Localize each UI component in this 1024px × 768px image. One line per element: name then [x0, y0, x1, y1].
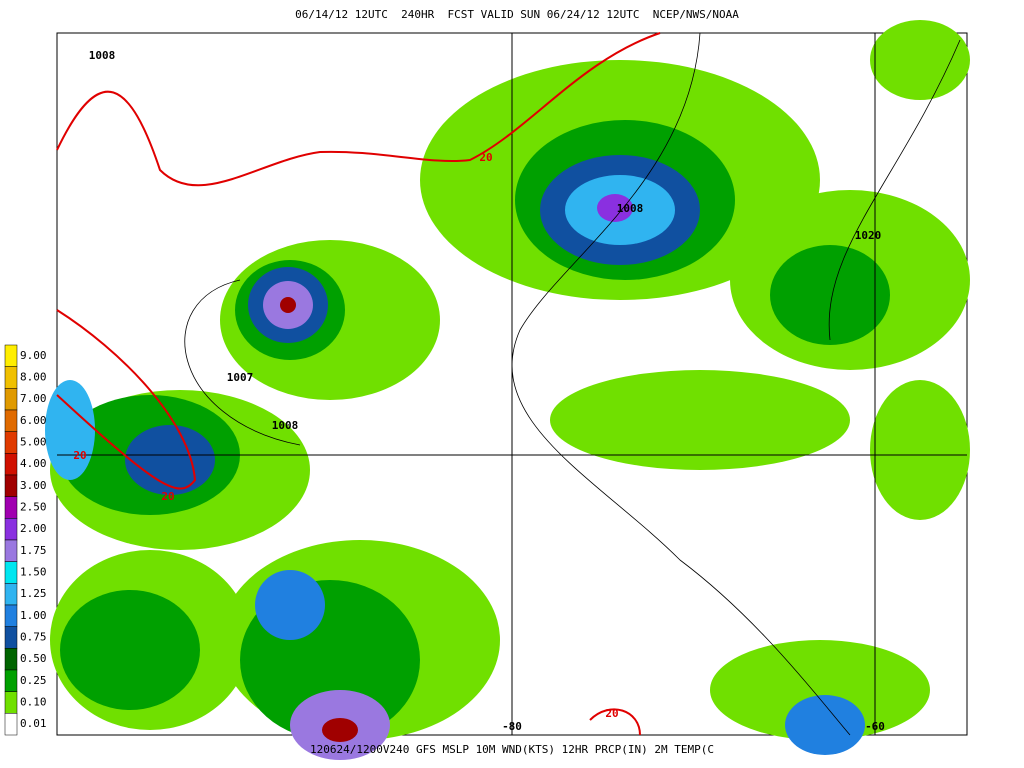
legend-swatch — [4, 713, 18, 736]
legend-swatch — [4, 691, 18, 714]
legend-label: 6.00 — [20, 414, 47, 427]
grid-lines — [57, 33, 967, 735]
contour-label: 1007 — [227, 371, 254, 384]
legend-label: 2.00 — [20, 522, 47, 535]
legend-swatch — [4, 669, 18, 692]
contour-label: 1008 — [617, 202, 644, 215]
legend-swatch — [4, 583, 18, 606]
precip-heavy — [45, 155, 865, 760]
legend-swatch — [4, 431, 18, 454]
legend-swatch — [4, 604, 18, 627]
legend-label: 0.50 — [20, 652, 47, 665]
legend-swatch — [4, 388, 18, 411]
legend-label: 7.00 — [20, 392, 47, 405]
contour-label: 20 — [479, 151, 492, 164]
legend-label: 1.50 — [20, 566, 47, 579]
legend-label: 0.01 — [20, 717, 47, 730]
contour-label: 20 — [161, 490, 174, 503]
legend-label: 0.25 — [20, 674, 47, 687]
legend-label: 1.25 — [20, 587, 47, 600]
header: 06/14/12 12UTC 240HR FCST VALID SUN 06/2… — [295, 8, 739, 21]
legend-swatch — [4, 453, 18, 476]
contour-label: 1008 — [272, 419, 299, 432]
contour-label: 20 — [73, 449, 86, 462]
legend-swatch — [4, 366, 18, 389]
footer: 120624/1200V240 GFS MSLP 10M WND(KTS) 12… — [310, 743, 714, 756]
legend-label: 9.00 — [20, 349, 47, 362]
legend-label: 3.00 — [20, 479, 47, 492]
legend-swatch — [4, 539, 18, 562]
legend-label: 5.00 — [20, 436, 47, 449]
legend-swatch — [4, 561, 18, 584]
legend-label: 0.75 — [20, 631, 47, 644]
legend-label: 1.75 — [20, 544, 47, 557]
temperature-contours — [56, 32, 661, 736]
legend-swatch — [4, 496, 18, 519]
map-area — [45, 20, 970, 760]
contour-label: -80 — [502, 720, 522, 733]
legend-swatch — [4, 344, 18, 367]
legend-swatch — [4, 626, 18, 649]
contour-label: -60 — [865, 720, 885, 733]
legend-swatch — [4, 474, 18, 497]
legend-label: 0.10 — [20, 696, 47, 709]
contour-label: 20 — [605, 707, 618, 720]
legend-swatch — [4, 518, 18, 541]
legend-label: 2.50 — [20, 501, 47, 514]
isobars — [184, 32, 961, 736]
legend-label: 8.00 — [20, 371, 47, 384]
legend-swatch — [4, 409, 18, 432]
legend-label: 1.00 — [20, 609, 47, 622]
legend-swatch — [4, 648, 18, 671]
legend-label: 4.00 — [20, 457, 47, 470]
contour-label: 1020 — [855, 229, 882, 242]
contour-label: 1008 — [89, 49, 116, 62]
